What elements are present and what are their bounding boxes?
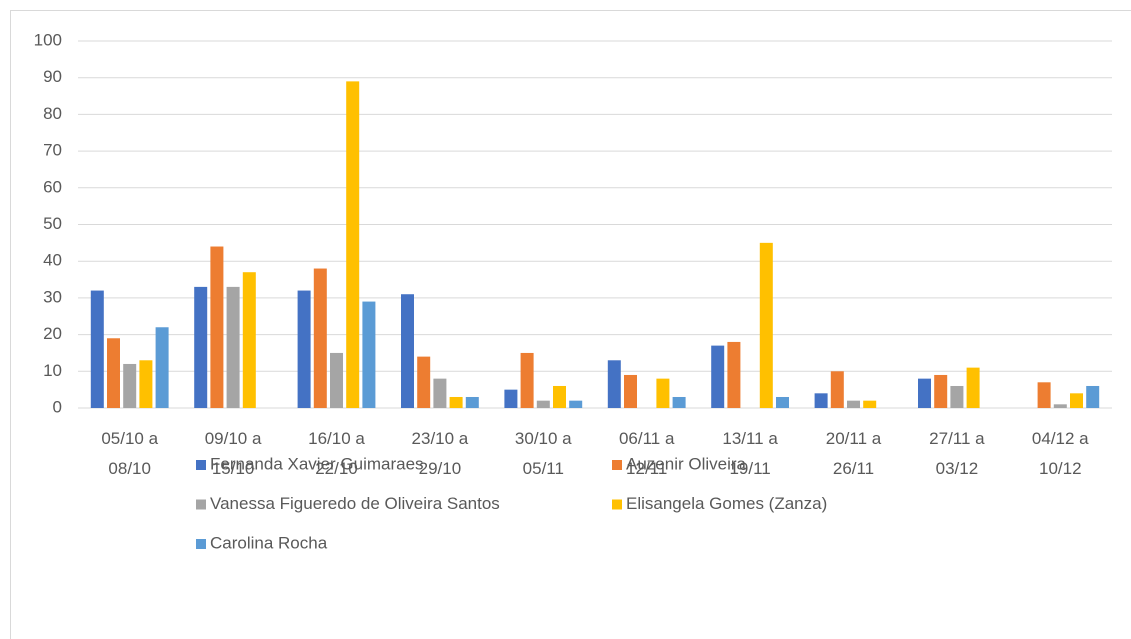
x-tick-label: 20/11 a 26/11	[826, 429, 882, 478]
bar	[194, 286, 208, 408]
bar	[569, 400, 583, 408]
bar	[830, 371, 844, 408]
bar	[139, 360, 153, 408]
legend-swatch	[612, 499, 622, 510]
x-tick-label: 05/10 a 08/10	[101, 429, 158, 478]
bar	[553, 385, 566, 408]
bar	[123, 363, 137, 408]
legend-label: Vanessa Figueredo de Oliveira Santos	[210, 494, 500, 513]
bar	[313, 268, 327, 408]
bar	[863, 400, 877, 408]
legend-label: Carolina Rocha	[210, 533, 328, 552]
y-tick-label: 90	[43, 67, 62, 86]
bar	[1053, 404, 1067, 408]
bar	[346, 81, 360, 409]
y-tick-label: 60	[43, 177, 62, 196]
y-tick-label: 50	[43, 214, 62, 233]
y-tick-label: 10	[43, 361, 62, 380]
bar	[847, 400, 860, 408]
x-tick-label: 23/10 a 29/10	[412, 429, 469, 478]
bar	[536, 400, 550, 408]
bar	[1037, 382, 1051, 408]
y-tick-label: 20	[43, 324, 62, 343]
legend-label: Elisangela Gomes (Zanza)	[626, 494, 827, 513]
bar	[520, 352, 534, 408]
bar	[242, 272, 256, 408]
y-tick-label: 80	[43, 104, 62, 123]
bar	[966, 367, 980, 408]
bar	[727, 341, 741, 408]
bar	[330, 352, 343, 408]
bar	[624, 374, 637, 408]
bar	[504, 389, 518, 408]
bar	[210, 246, 224, 408]
y-tick-label: 100	[34, 30, 62, 49]
x-tick-label: 13/11 a 19/11	[722, 429, 778, 478]
bar	[297, 290, 311, 408]
bar	[449, 396, 463, 408]
bar	[1070, 393, 1083, 408]
x-tick-label: 27/11 a 03/12	[929, 429, 985, 478]
x-tick-label: 04/12 a 10/12	[1032, 429, 1089, 478]
bar	[433, 378, 447, 408]
x-tick-label: 16/10 a 22/10	[308, 429, 365, 478]
legend-swatch	[196, 499, 206, 510]
bar	[934, 374, 948, 408]
bar	[417, 356, 431, 408]
bar	[465, 396, 479, 408]
legend-label: Fernanda Xavier Guimaraes	[210, 454, 424, 473]
legend-swatch	[612, 460, 622, 470]
bar	[672, 396, 686, 408]
bar	[607, 360, 621, 408]
bar	[814, 393, 828, 408]
bar	[226, 286, 240, 408]
bar	[401, 294, 414, 408]
bar	[776, 396, 789, 408]
bar	[90, 290, 104, 408]
x-tick-label: 06/11 a 12/11	[619, 429, 675, 478]
bar	[1086, 385, 1100, 408]
legend-swatch	[196, 460, 206, 470]
x-tick-label: 09/10 a 15/10	[205, 429, 262, 478]
legend-label: Auzenir Oliveira	[626, 454, 747, 473]
y-tick-label: 70	[43, 141, 62, 160]
bar	[155, 327, 169, 408]
bar	[711, 345, 725, 408]
bar	[950, 385, 964, 408]
bar	[107, 338, 120, 408]
x-tick-label: 30/10 a 05/11	[515, 429, 572, 478]
bar	[656, 378, 670, 408]
y-tick-label: 40	[43, 251, 62, 270]
bar	[362, 301, 376, 408]
chart-frame	[10, 10, 1131, 639]
y-tick-label: 30	[43, 287, 62, 306]
legend-swatch	[196, 539, 206, 549]
bar	[759, 242, 773, 408]
y-tick-label: 0	[53, 397, 62, 416]
bar	[918, 378, 931, 408]
